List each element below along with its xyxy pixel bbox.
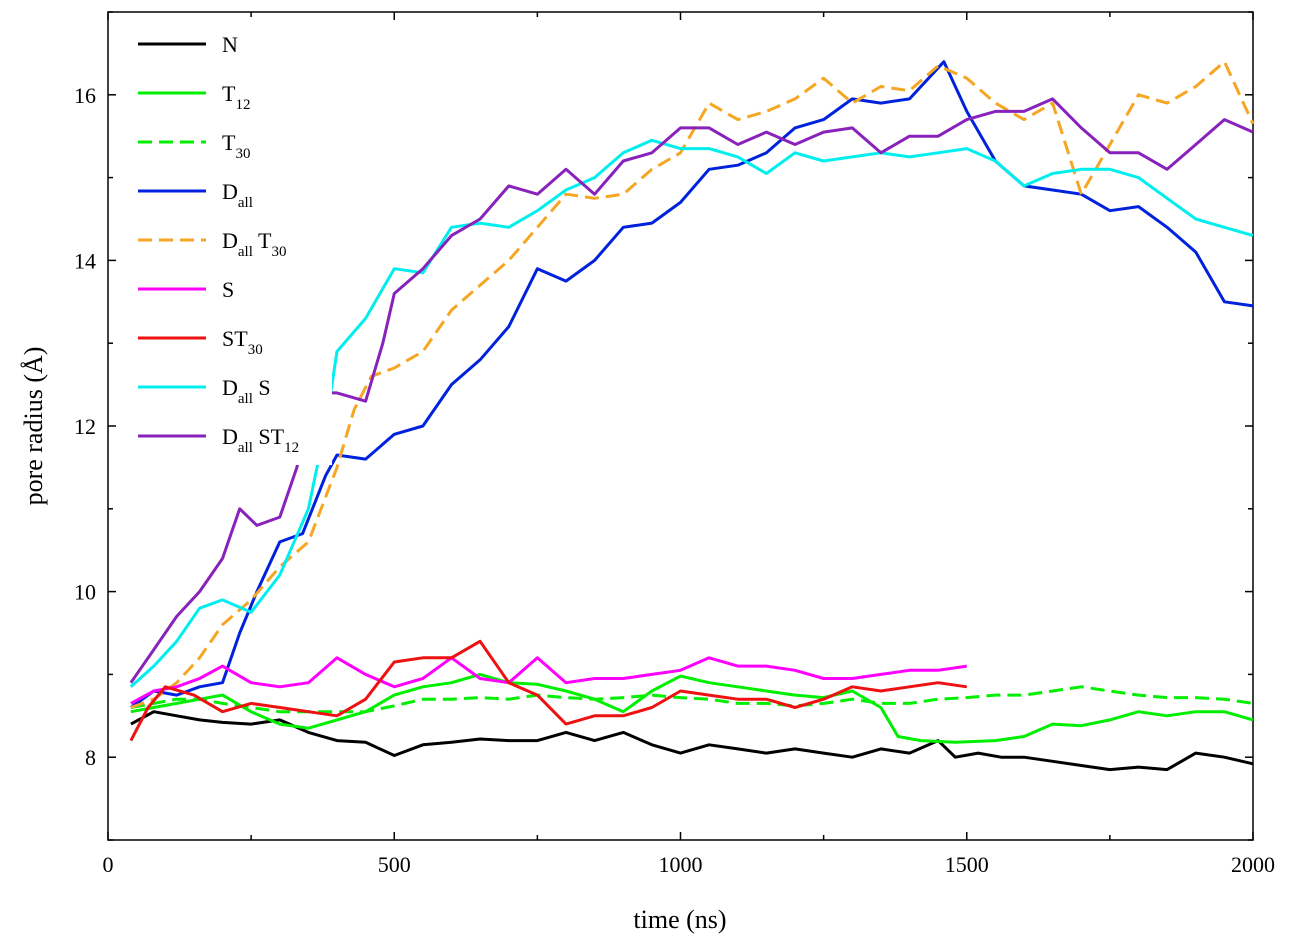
series-line-5	[130, 656, 968, 705]
series-line-3	[130, 60, 1254, 709]
series-line-4	[130, 60, 1255, 709]
y-tick-label: 14	[74, 248, 96, 273]
series-layer	[129, 60, 1255, 772]
x-tick-label: 500	[378, 852, 411, 877]
series-line-1	[130, 672, 1254, 744]
legend-label: Dall T30	[222, 228, 286, 260]
x-tick-label: 1000	[659, 852, 703, 877]
legend-label: S	[222, 277, 234, 302]
series-line-7	[129, 138, 1254, 688]
series-line-8	[129, 97, 1254, 684]
x-tick-label: 2000	[1231, 852, 1275, 877]
y-tick-label: 12	[74, 414, 96, 439]
series-line-6	[129, 639, 968, 742]
x-axis-title: time (ns)	[633, 905, 726, 934]
y-tick-label: 16	[74, 83, 96, 108]
legend-label: Dall ST12	[222, 424, 299, 456]
legend-label: Dall S	[222, 375, 271, 407]
y-tick-label: 10	[74, 580, 96, 605]
x-tick-label: 1500	[945, 852, 989, 877]
legend: N T12 T30 Dall Dall T30 S ST30 Dall S Dall ST12	[132, 25, 332, 465]
legend-label: Dall	[222, 179, 253, 211]
legend-label: ST30	[222, 326, 263, 358]
legend-background	[132, 25, 332, 465]
y-axis-title: pore radius (Å)	[19, 347, 48, 506]
x-tick-label: 0	[103, 852, 114, 877]
axis-ticks: 0 500 1000 1500 2000 8 10 12 14 16	[74, 11, 1275, 877]
series-line-0	[130, 710, 1254, 772]
y-tick-label: 8	[85, 745, 96, 770]
legend-label: T30	[222, 130, 250, 162]
legend-label: N	[222, 32, 238, 57]
legend-label: T12	[222, 81, 250, 113]
